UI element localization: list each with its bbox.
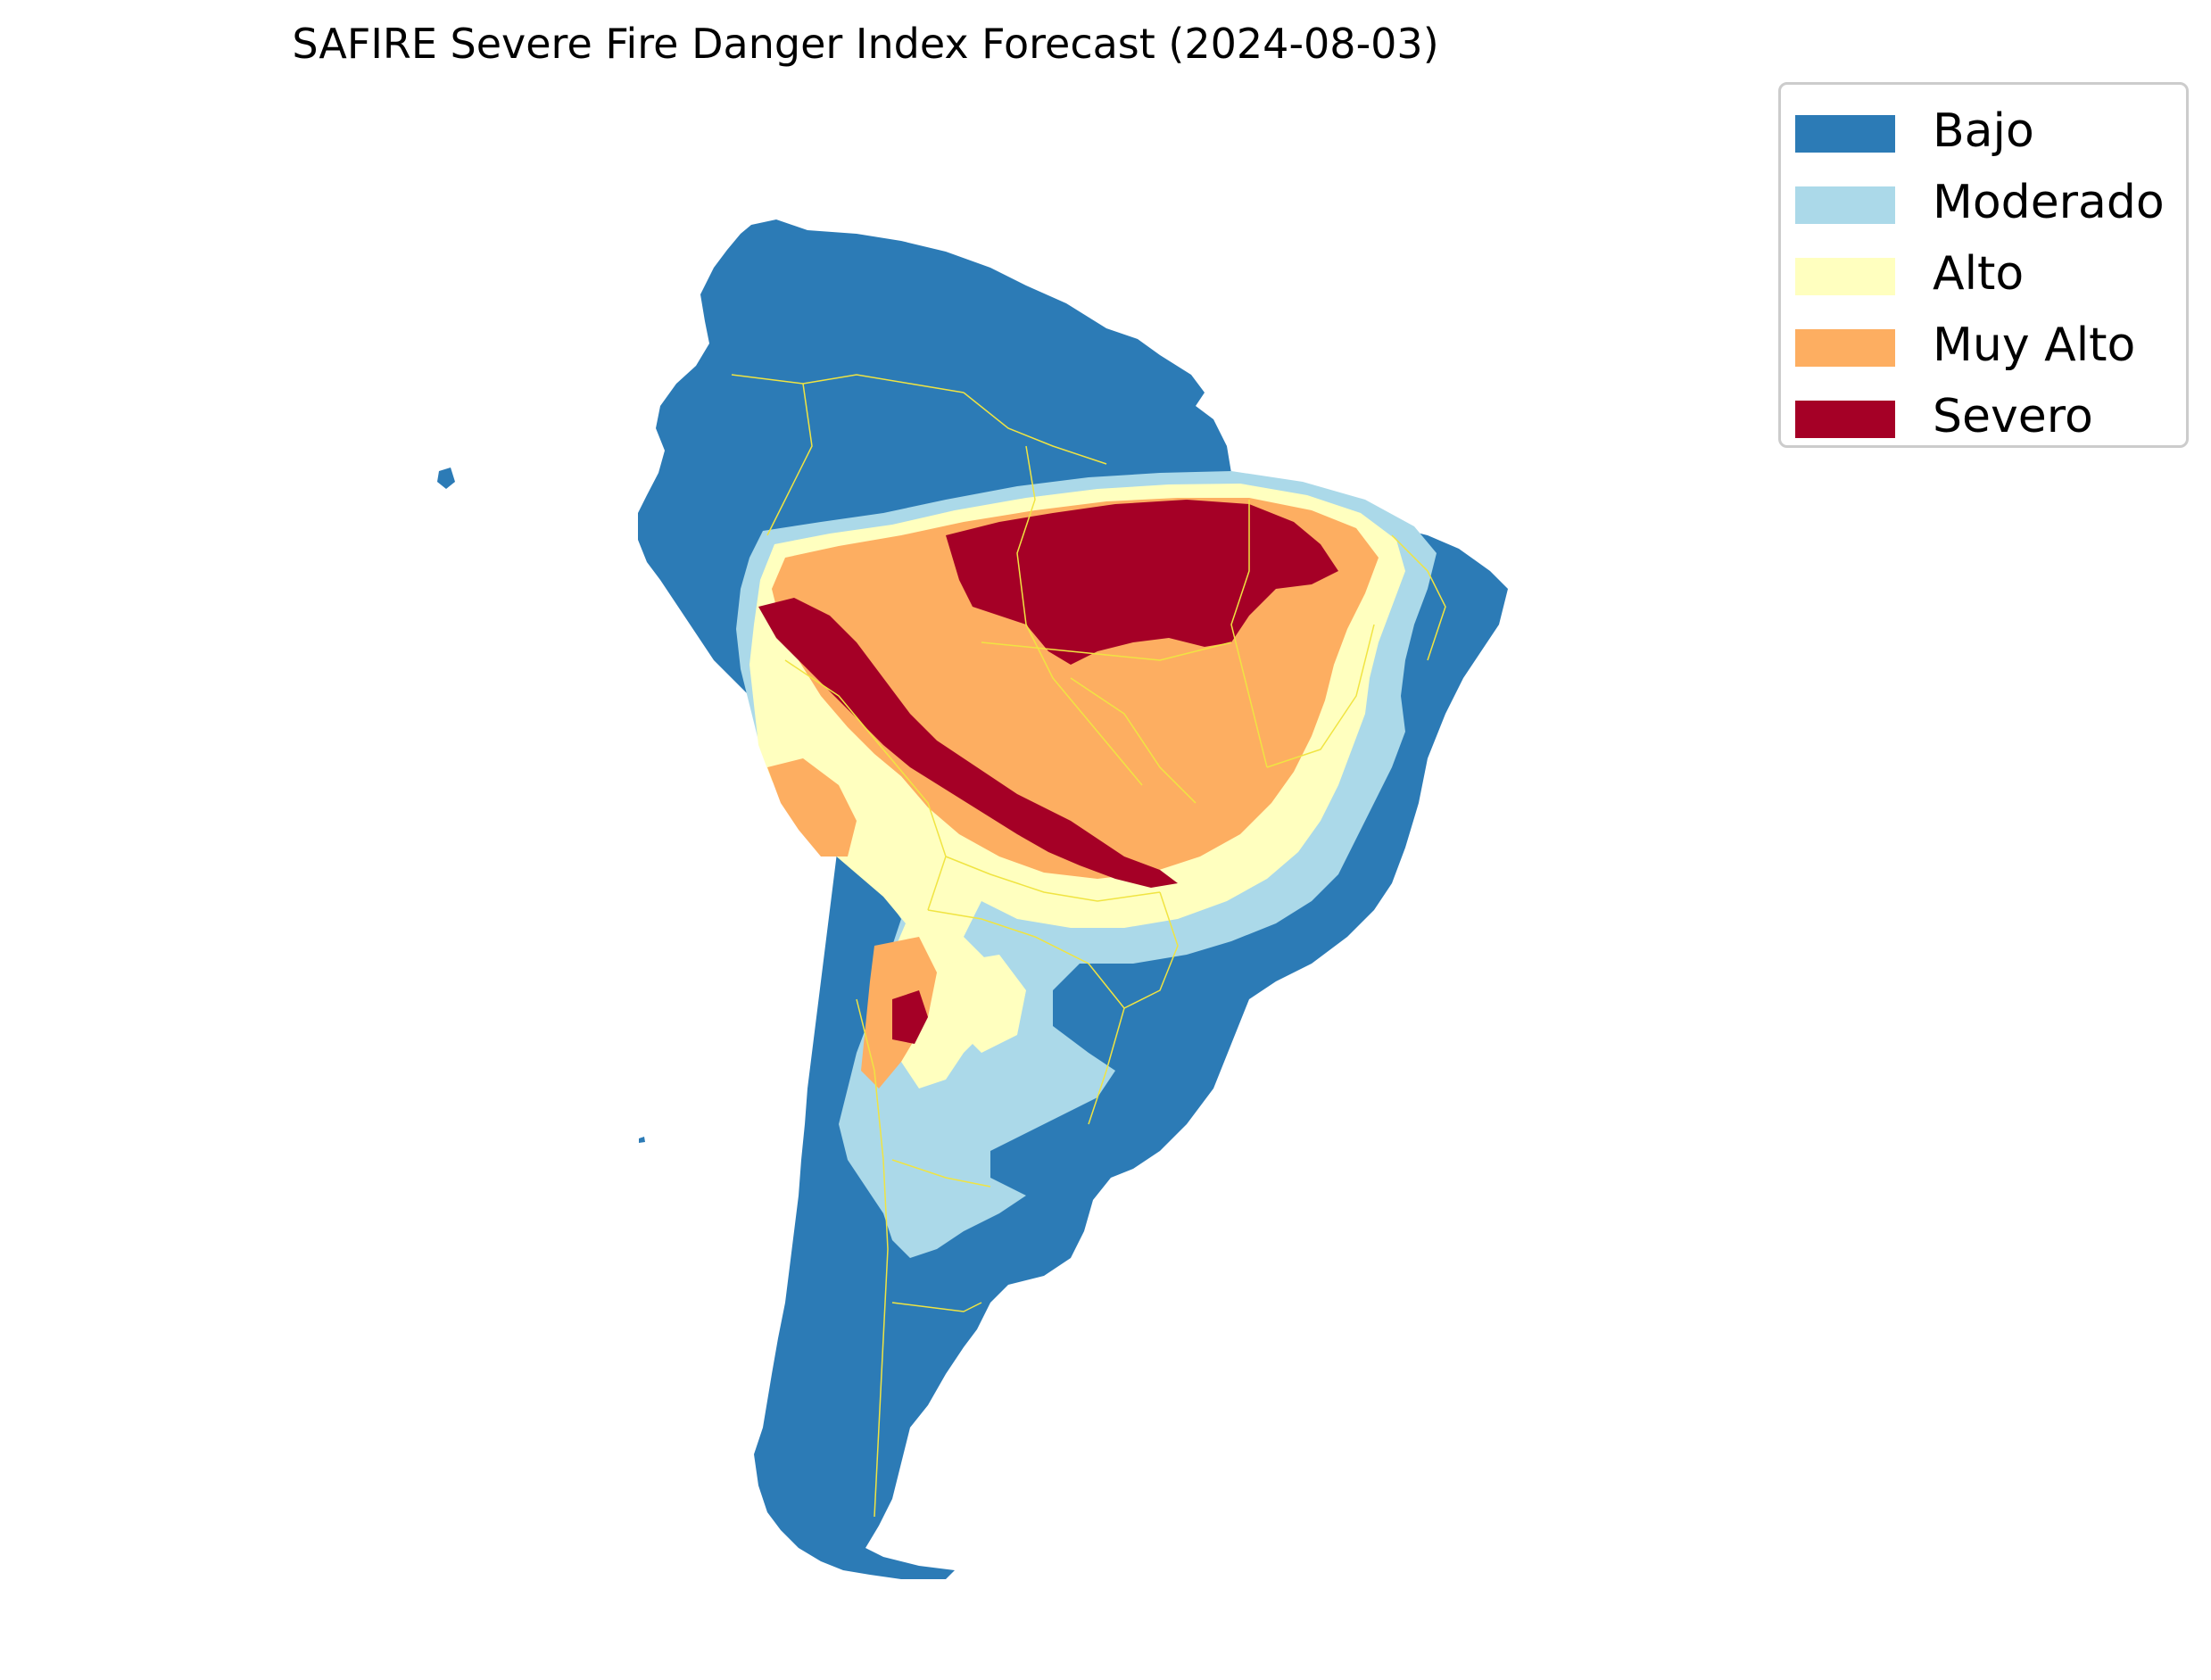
legend-label-muy-alto: Muy Alto bbox=[1933, 319, 2136, 372]
boundary-line-11 bbox=[891, 1302, 982, 1312]
legend: Bajo Moderado Alto Muy Alto Severo bbox=[1778, 82, 2189, 448]
boundary-line-6 bbox=[927, 909, 1125, 1009]
legend-swatch-alto bbox=[1795, 258, 1895, 295]
boundary-line-4 bbox=[1016, 445, 1143, 786]
legend-swatch-severo bbox=[1795, 401, 1895, 438]
boundary-line-9 bbox=[856, 998, 889, 1518]
zone-severo-andes bbox=[892, 990, 928, 1044]
legend-item-alto: Alto bbox=[1781, 240, 2186, 311]
legend-label-bajo: Bajo bbox=[1933, 104, 2034, 158]
legend-swatch-muy-alto bbox=[1795, 329, 1895, 367]
boundary-line-2 bbox=[963, 392, 1107, 465]
legend-item-moderado: Moderado bbox=[1781, 169, 2186, 240]
legend-item-severo: Severo bbox=[1781, 383, 2186, 454]
boundary-line-16 bbox=[1070, 677, 1197, 804]
boundary-line-1 bbox=[731, 374, 965, 393]
country-boundaries bbox=[731, 374, 1446, 1518]
boundary-line-3 bbox=[766, 383, 813, 536]
zone-alto-chaco bbox=[946, 955, 1026, 1053]
zone-muy-alto-andes-north bbox=[767, 758, 857, 857]
legend-swatch-bajo bbox=[1795, 115, 1895, 153]
boundary-line-5 bbox=[784, 659, 947, 911]
legend-swatch-moderado bbox=[1795, 186, 1895, 224]
boundary-line-14 bbox=[1391, 534, 1446, 661]
island-small bbox=[639, 1137, 645, 1143]
zone-severo-diagonal bbox=[758, 598, 1178, 888]
boundary-line-10 bbox=[891, 1159, 991, 1188]
legend-item-muy-alto: Muy Alto bbox=[1781, 311, 2186, 383]
map-title: SAFIRE Severe Fire Danger Index Forecast… bbox=[292, 20, 1439, 68]
legend-label-alto: Alto bbox=[1933, 247, 2025, 301]
legend-label-severo: Severo bbox=[1933, 390, 2093, 443]
boundary-line-8 bbox=[1088, 891, 1179, 1125]
legend-item-bajo: Bajo bbox=[1781, 97, 2186, 169]
boundary-line-13 bbox=[1266, 624, 1375, 768]
legend-label-moderado: Moderado bbox=[1933, 176, 2165, 229]
danger-zones bbox=[437, 219, 1508, 1579]
boundary-line-12 bbox=[1230, 500, 1268, 768]
zone-severo-north bbox=[946, 500, 1338, 665]
boundary-line-15 bbox=[981, 641, 1232, 661]
island-galapagos bbox=[437, 468, 455, 489]
boundary-line-7 bbox=[945, 856, 1161, 902]
